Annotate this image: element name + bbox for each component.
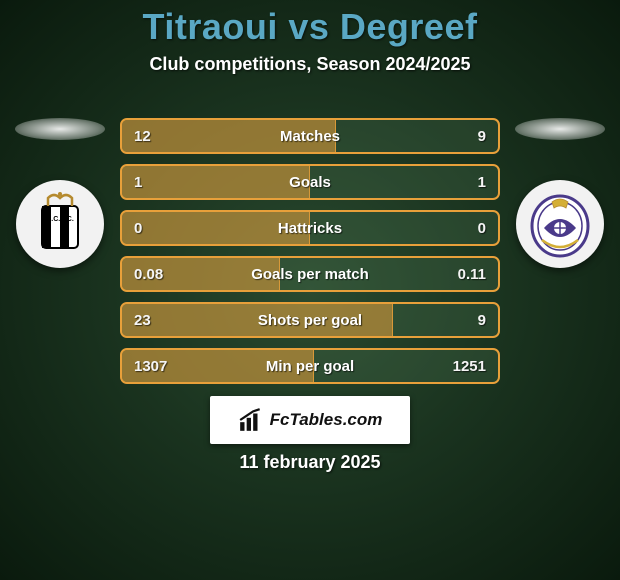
stat-row: 0Hattricks0: [120, 210, 500, 246]
right-club-crest: [516, 180, 604, 268]
stat-label: Shots per goal: [122, 312, 498, 329]
subtitle: Club competitions, Season 2024/2025: [0, 54, 620, 75]
stat-row: 1307Min per goal1251: [120, 348, 500, 384]
right-player-column: [510, 118, 610, 268]
left-club-crest: R.C.S.C.: [16, 180, 104, 268]
player-silhouette-shadow: [15, 118, 105, 140]
stat-label: Min per goal: [122, 358, 498, 375]
stat-label: Hattricks: [122, 220, 498, 237]
brand-badge[interactable]: FcTables.com: [210, 396, 410, 444]
page-title: Titraoui vs Degreef: [0, 0, 620, 48]
stat-label: Goals: [122, 174, 498, 191]
chart-icon: [238, 407, 264, 433]
player-silhouette-shadow: [515, 118, 605, 140]
stat-row: 0.08Goals per match0.11: [120, 256, 500, 292]
stat-row: 12Matches9: [120, 118, 500, 154]
stat-label: Matches: [122, 128, 498, 145]
stats-table: 12Matches9 1Goals1 0Hattricks0 0.08Goals pe…: [120, 118, 500, 394]
stat-row: 23Shots per goal9: [120, 302, 500, 338]
brand-text: FcTables.com: [270, 410, 383, 430]
anderlecht-crest-icon: [524, 188, 596, 260]
comparison-card: Titraoui vs Degreef Club competitions, S…: [0, 0, 620, 580]
date-text: 11 february 2025: [0, 452, 620, 473]
stat-label: Goals per match: [122, 266, 498, 283]
left-player-column: R.C.S.C.: [10, 118, 110, 268]
charleroi-crest-icon: R.C.S.C.: [24, 188, 96, 260]
stat-row: 1Goals1: [120, 164, 500, 200]
svg-text:R.C.S.C.: R.C.S.C.: [46, 216, 74, 223]
